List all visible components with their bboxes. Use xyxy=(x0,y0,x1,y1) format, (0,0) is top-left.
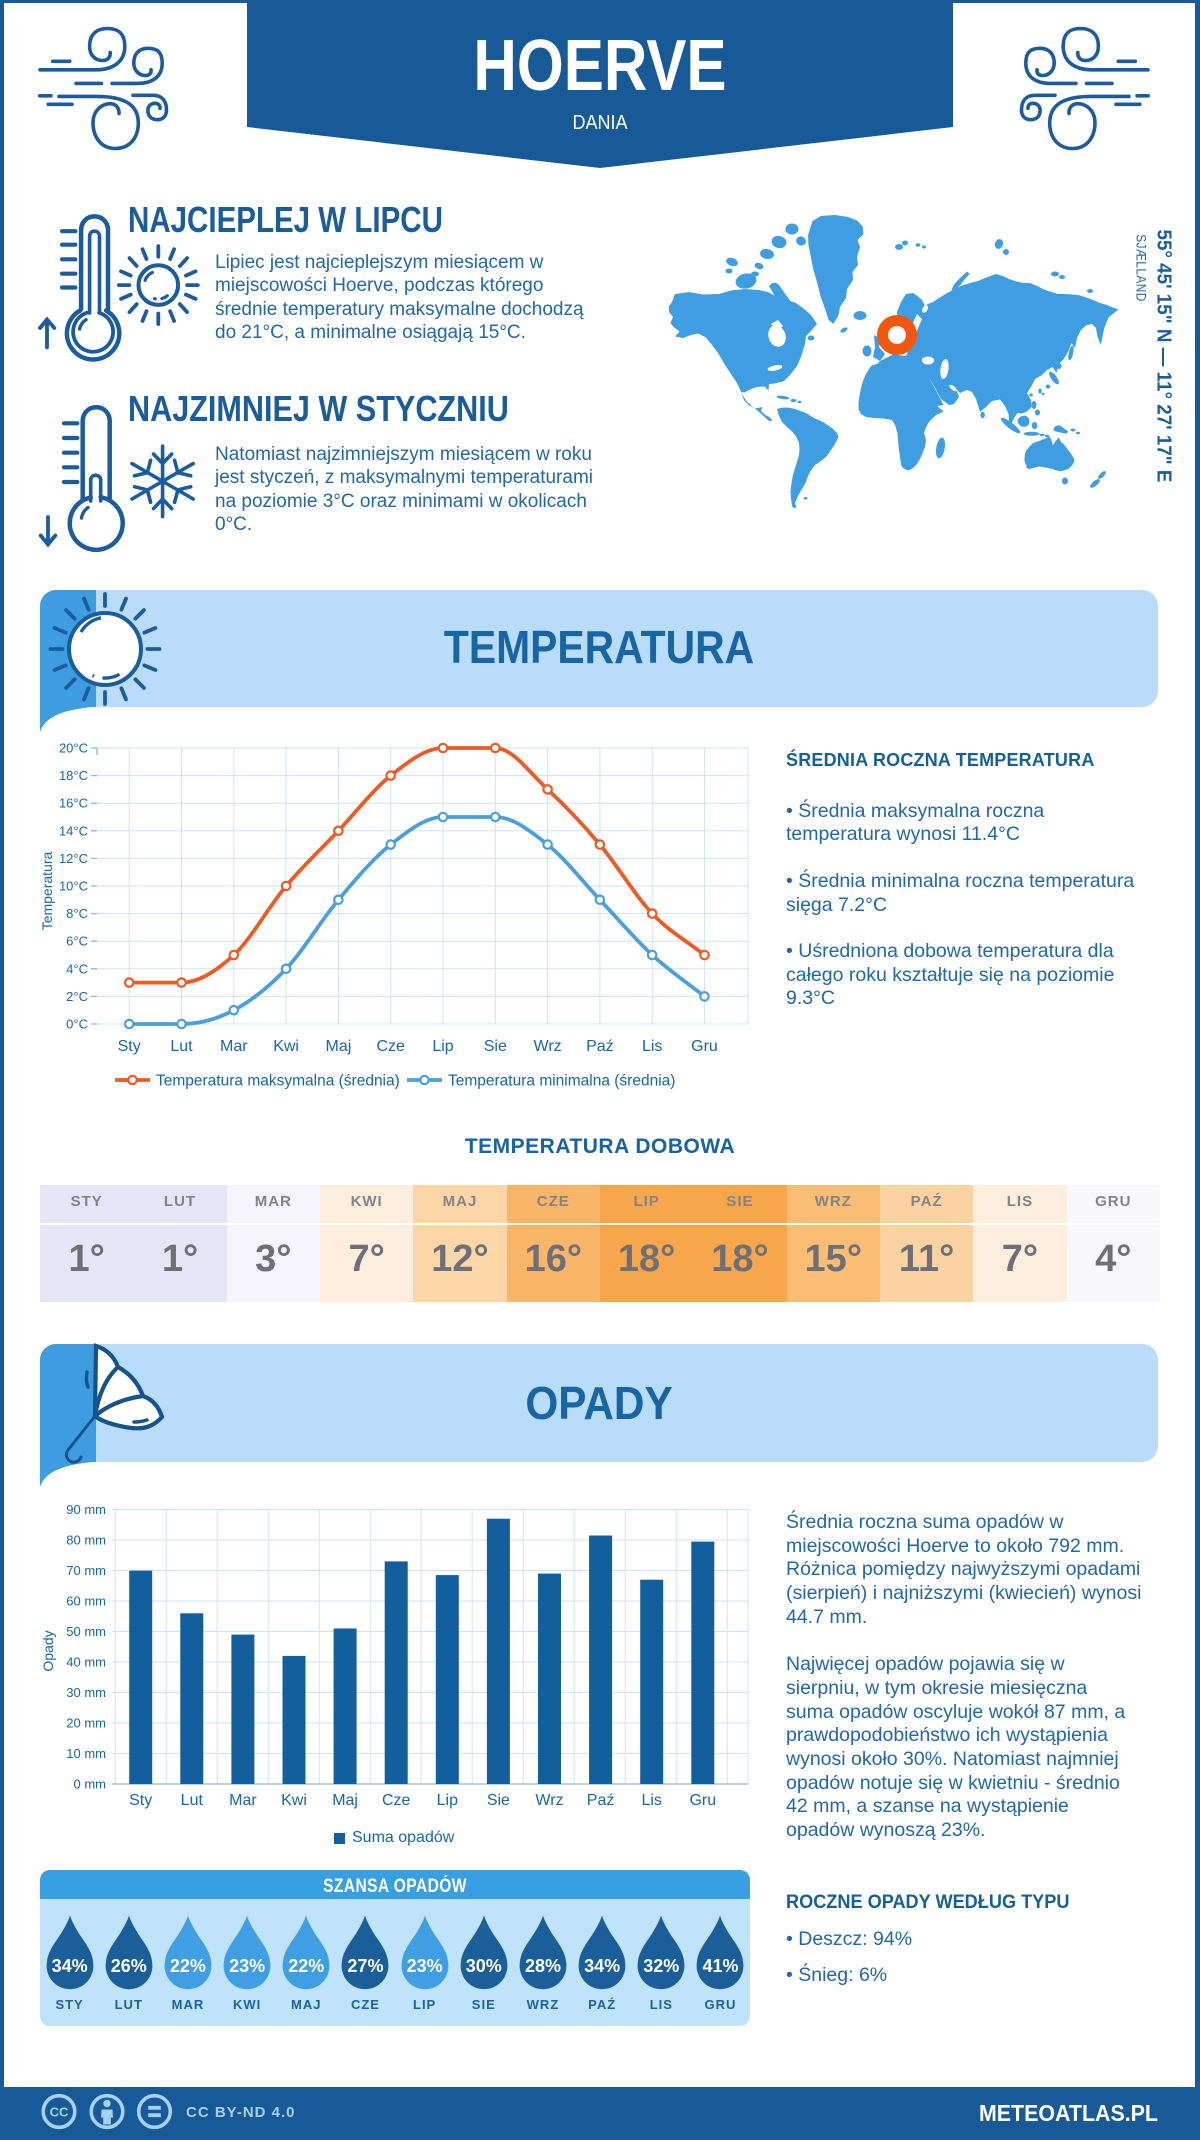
svg-text:Sty: Sty xyxy=(118,1038,141,1055)
svg-text:Kwi: Kwi xyxy=(281,1792,307,1809)
svg-text:0°C: 0°C xyxy=(66,1017,88,1032)
svg-text:Paź: Paź xyxy=(586,1038,614,1055)
svg-text:40 mm: 40 mm xyxy=(66,1655,106,1670)
svg-text:20°C: 20°C xyxy=(59,741,88,756)
svg-text:Lis: Lis xyxy=(641,1792,661,1809)
svg-text:12°C: 12°C xyxy=(59,851,88,866)
svg-text:14°C: 14°C xyxy=(59,823,88,838)
svg-text:Sty: Sty xyxy=(129,1792,152,1809)
svg-text:4°C: 4°C xyxy=(66,961,88,976)
svg-text:10 mm: 10 mm xyxy=(66,1746,106,1761)
svg-text:90 mm: 90 mm xyxy=(66,1502,106,1517)
svg-text:Gru: Gru xyxy=(689,1792,716,1809)
svg-text:Wrz: Wrz xyxy=(534,1038,562,1055)
svg-text:Temperatura: Temperatura xyxy=(40,851,55,930)
svg-text:6°C: 6°C xyxy=(66,934,88,949)
svg-text:8°C: 8°C xyxy=(66,906,88,921)
svg-text:Temperatura maksymalna (średni: Temperatura maksymalna (średnia) xyxy=(156,1073,400,1090)
svg-text:Mar: Mar xyxy=(220,1038,248,1055)
svg-text:18°C: 18°C xyxy=(59,768,88,783)
svg-text:Opady: Opady xyxy=(40,1630,56,1671)
svg-text:Lip: Lip xyxy=(432,1038,453,1055)
svg-text:80 mm: 80 mm xyxy=(66,1533,106,1548)
svg-text:50 mm: 50 mm xyxy=(66,1624,106,1639)
svg-text:Lip: Lip xyxy=(437,1792,458,1809)
svg-text:16°C: 16°C xyxy=(59,796,88,811)
svg-text:Gru: Gru xyxy=(691,1038,718,1055)
svg-text:CC: CC xyxy=(50,2105,69,2120)
svg-text:Sie: Sie xyxy=(484,1038,507,1055)
svg-text:Maj: Maj xyxy=(326,1038,352,1055)
svg-text:30 mm: 30 mm xyxy=(66,1685,106,1700)
svg-text:10°C: 10°C xyxy=(59,879,88,894)
svg-text:70 mm: 70 mm xyxy=(66,1563,106,1578)
svg-text:Kwi: Kwi xyxy=(273,1038,299,1055)
svg-text:2°C: 2°C xyxy=(66,989,88,1004)
svg-text:Cze: Cze xyxy=(382,1792,411,1809)
svg-text:Wrz: Wrz xyxy=(535,1792,563,1809)
svg-text:Temperatura minimalna (średnia: Temperatura minimalna (średnia) xyxy=(448,1073,675,1090)
svg-text:Paź: Paź xyxy=(587,1792,615,1809)
svg-text:Lut: Lut xyxy=(181,1792,204,1809)
svg-text:Maj: Maj xyxy=(332,1792,358,1809)
svg-text:Lis: Lis xyxy=(642,1038,662,1055)
svg-text:0 mm: 0 mm xyxy=(74,1777,107,1792)
svg-text:Cze: Cze xyxy=(376,1038,405,1055)
svg-text:60 mm: 60 mm xyxy=(66,1594,106,1609)
svg-text:Lut: Lut xyxy=(170,1038,193,1055)
svg-text:Sie: Sie xyxy=(487,1792,510,1809)
svg-text:Mar: Mar xyxy=(229,1792,257,1809)
svg-text:20 mm: 20 mm xyxy=(66,1716,106,1731)
